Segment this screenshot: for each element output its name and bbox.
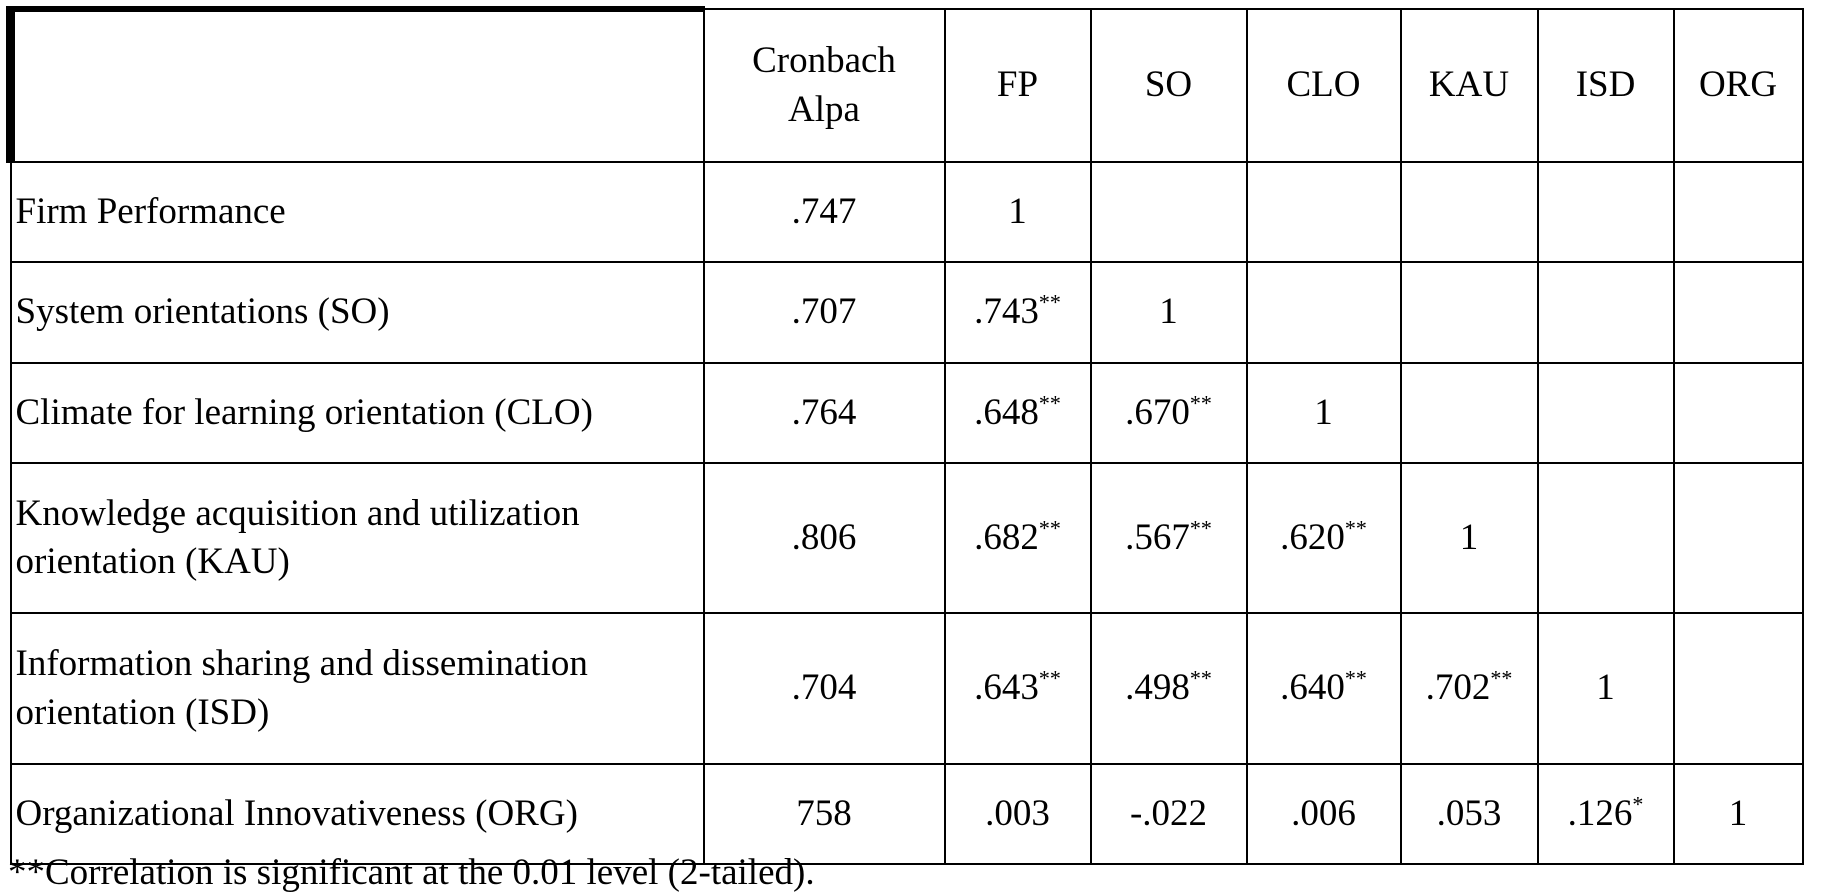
- table-cell: .707: [702, 261, 946, 364]
- table-row: Climate for learning orientation (CLO) .…: [9, 362, 1804, 464]
- table-cell: .126*: [1536, 763, 1675, 865]
- row-label: System orientations (SO): [9, 261, 705, 364]
- table-cell: .003: [943, 763, 1092, 865]
- table-cell: .747: [702, 161, 946, 263]
- table-cell: .743**: [943, 261, 1092, 364]
- table-cell: .682**: [943, 462, 1092, 614]
- table-cell: [1536, 462, 1675, 614]
- table-cell: [1536, 362, 1675, 464]
- table-cell: .648**: [943, 362, 1092, 464]
- table-cell: [1536, 261, 1675, 364]
- table-cell: .806: [702, 462, 946, 614]
- table-cell: [1536, 161, 1675, 263]
- table-row: Firm Performance .747 1: [9, 161, 1804, 263]
- column-header-org: ORG: [1672, 8, 1804, 163]
- table-cell: .670**: [1089, 362, 1248, 464]
- column-header-clo: CLO: [1245, 8, 1402, 163]
- column-header-kau: KAU: [1399, 8, 1539, 163]
- table-row: Knowledge acquisition and utilization or…: [9, 462, 1804, 614]
- table-cell: [1672, 261, 1804, 364]
- table-cell: .640**: [1245, 612, 1402, 765]
- table-cell: [1672, 161, 1804, 263]
- table-cell: [1399, 362, 1539, 464]
- table-cell: [1672, 362, 1804, 464]
- row-label: Climate for learning orientation (CLO): [9, 362, 705, 464]
- header-row: Cronbach Alpa FP SO CLO KAU ISD ORG: [6, 6, 1804, 163]
- table-cell: [1672, 612, 1804, 765]
- table-cell: [1399, 261, 1539, 364]
- table-cell: 1: [1399, 462, 1539, 614]
- table-cell: 758: [702, 763, 946, 865]
- column-header-isd: ISD: [1536, 8, 1675, 163]
- table-cell: 1: [1245, 362, 1402, 464]
- row-label: Knowledge acquisition and utilization or…: [9, 462, 705, 614]
- table-row: Information sharing and dissemination or…: [9, 612, 1804, 765]
- column-header-cronbach: Cronbach Alpa: [702, 8, 946, 163]
- table-row: System orientations (SO) .707 .743** 1: [9, 261, 1804, 364]
- corner-cell: [6, 6, 705, 163]
- table-cell: -.022: [1089, 763, 1248, 865]
- table-cell: 1: [943, 161, 1092, 263]
- table-cell: .620**: [1245, 462, 1402, 614]
- table-cell: 1: [1089, 261, 1248, 364]
- row-label: Firm Performance: [9, 161, 705, 263]
- table-cell: [1245, 161, 1402, 263]
- table-footnote: **Correlation is significant at the 0.01…: [8, 852, 815, 893]
- table-cell: [1245, 261, 1402, 364]
- column-header-fp: FP: [943, 8, 1092, 163]
- table-cell: .498**: [1089, 612, 1248, 765]
- table-cell: .764: [702, 362, 946, 464]
- table-cell: .704: [702, 612, 946, 765]
- table-cell: 1: [1672, 763, 1804, 865]
- table-cell: [1399, 161, 1539, 263]
- table-cell: [1672, 462, 1804, 614]
- table-cell: .702**: [1399, 612, 1539, 765]
- table-cell: .006: [1245, 763, 1402, 865]
- row-label: Information sharing and dissemination or…: [9, 612, 705, 765]
- row-label: Organizational Innovativeness (ORG): [9, 763, 705, 865]
- table-cell: [1089, 161, 1248, 263]
- table-cell: .567**: [1089, 462, 1248, 614]
- table-row: Organizational Innovativeness (ORG) 758 …: [9, 763, 1804, 865]
- table-cell: .643**: [943, 612, 1092, 765]
- correlation-table: Cronbach Alpa FP SO CLO KAU ISD ORG Firm …: [6, 6, 1804, 865]
- table-cell: 1: [1536, 612, 1675, 765]
- table-cell: .053: [1399, 763, 1539, 865]
- column-header-so: SO: [1089, 8, 1248, 163]
